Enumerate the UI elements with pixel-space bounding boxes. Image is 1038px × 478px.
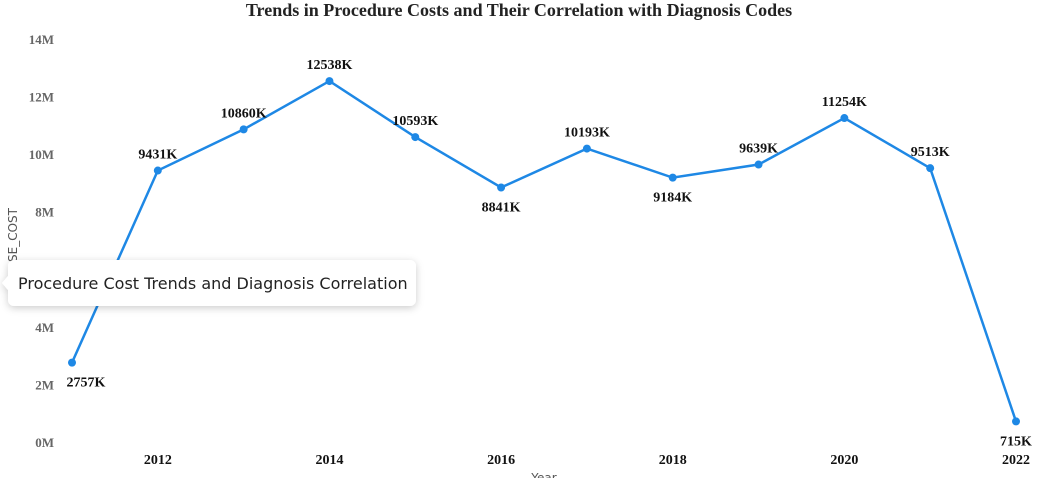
value-label: 8841K	[482, 201, 521, 216]
y-tick-label: 14M	[29, 32, 54, 47]
x-tick-label: 2020	[830, 453, 858, 468]
value-label: 9184K	[653, 191, 692, 206]
point	[668, 173, 677, 182]
value-label: 2757K	[67, 376, 106, 391]
tooltip-box	[2, 260, 416, 306]
plot-area: 0M2M4M6M8M10M12M14M201220142016201820202…	[29, 32, 1032, 468]
point	[153, 166, 162, 175]
point	[497, 183, 506, 192]
point	[754, 160, 763, 169]
value-label: 10593K	[392, 114, 438, 129]
y-tick-label: 2M	[35, 377, 54, 392]
value-label: 10860K	[221, 106, 267, 121]
x-tick-label: 2012	[144, 453, 172, 468]
x-tick-label: 2018	[659, 453, 687, 468]
y-tick-label: 12M	[29, 90, 54, 105]
y-tick-label: 8M	[35, 205, 54, 220]
point	[68, 358, 76, 367]
chart-title: Trends in Procedure Costs and Their Corr…	[246, 0, 792, 20]
value-label: 715K	[1000, 434, 1032, 449]
y-tick-label: 10M	[29, 147, 54, 162]
value-label: 11254K	[822, 95, 867, 110]
point	[840, 114, 849, 123]
point	[926, 164, 935, 173]
tooltip: Procedure Cost Trends and Diagnosis Corr…	[2, 260, 416, 306]
x-tick-label: 2022	[1002, 453, 1030, 468]
point	[411, 133, 420, 142]
point	[1012, 417, 1020, 426]
y-tick-label: 0M	[35, 435, 54, 450]
line	[70, 79, 1018, 422]
y-axis-title: SE_COST	[6, 207, 20, 262]
tooltip-text: Procedure Cost Trends and Diagnosis Corr…	[18, 274, 408, 293]
value-label: 12538K	[307, 58, 353, 73]
x-tick-label: 2014	[315, 453, 343, 468]
value-label: 9639K	[739, 142, 778, 157]
point	[239, 125, 248, 134]
value-label: 10193K	[564, 126, 610, 141]
y-tick-label: 4M	[35, 320, 54, 335]
x-tick-label: 2016	[487, 453, 515, 468]
point	[582, 144, 591, 153]
x-axis-title: Year	[530, 471, 556, 478]
value-label: 9513K	[911, 145, 950, 160]
value-label: 9431K	[138, 148, 177, 163]
point	[325, 77, 334, 86]
